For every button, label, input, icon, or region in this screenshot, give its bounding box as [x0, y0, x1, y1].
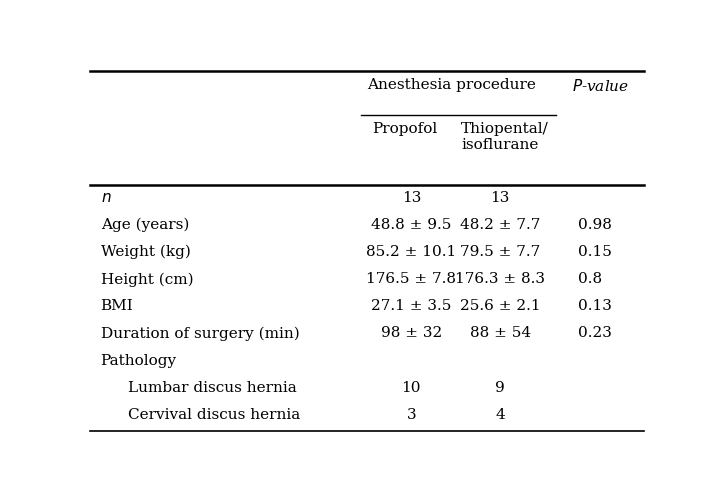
Text: $P$-value: $P$-value [572, 78, 629, 95]
Text: 176.5 ± 7.8: 176.5 ± 7.8 [367, 272, 456, 286]
Text: 79.5 ± 7.7: 79.5 ± 7.7 [460, 245, 541, 259]
Text: 0.8: 0.8 [578, 272, 602, 286]
Text: 0.15: 0.15 [578, 245, 611, 259]
Text: Height (cm): Height (cm) [100, 272, 193, 287]
Text: 88 ± 54: 88 ± 54 [470, 326, 531, 341]
Text: 0.23: 0.23 [578, 326, 611, 341]
Text: 48.8 ± 9.5: 48.8 ± 9.5 [371, 218, 452, 232]
Text: Cervival discus hernia: Cervival discus hernia [128, 408, 301, 422]
Text: 85.2 ± 10.1: 85.2 ± 10.1 [366, 245, 457, 259]
Text: 9: 9 [495, 381, 505, 395]
Text: $n$: $n$ [100, 191, 111, 205]
Text: 48.2 ± 7.7: 48.2 ± 7.7 [460, 218, 541, 232]
Text: Weight (kg): Weight (kg) [100, 245, 190, 259]
Text: Duration of surgery (min): Duration of surgery (min) [100, 326, 299, 341]
Text: 3: 3 [407, 408, 416, 422]
Text: 10: 10 [402, 381, 421, 395]
Text: Propofol: Propofol [372, 122, 437, 136]
Text: 27.1 ± 3.5: 27.1 ± 3.5 [371, 299, 452, 313]
Text: Anesthesia procedure: Anesthesia procedure [367, 78, 536, 93]
Text: 98 ± 32: 98 ± 32 [381, 326, 442, 341]
Text: Lumbar discus hernia: Lumbar discus hernia [128, 381, 297, 395]
Text: Age (years): Age (years) [100, 218, 189, 232]
Text: 4: 4 [495, 408, 505, 422]
Text: 176.3 ± 8.3: 176.3 ± 8.3 [455, 272, 545, 286]
Text: 13: 13 [402, 191, 421, 205]
Text: Pathology: Pathology [100, 353, 177, 367]
Text: Thiopental/
isoflurane: Thiopental/ isoflurane [461, 122, 549, 152]
Text: 0.98: 0.98 [578, 218, 611, 232]
Text: 13: 13 [490, 191, 510, 205]
Text: 0.13: 0.13 [578, 299, 611, 313]
Text: 25.6 ± 2.1: 25.6 ± 2.1 [460, 299, 541, 313]
Text: BMI: BMI [100, 299, 133, 313]
